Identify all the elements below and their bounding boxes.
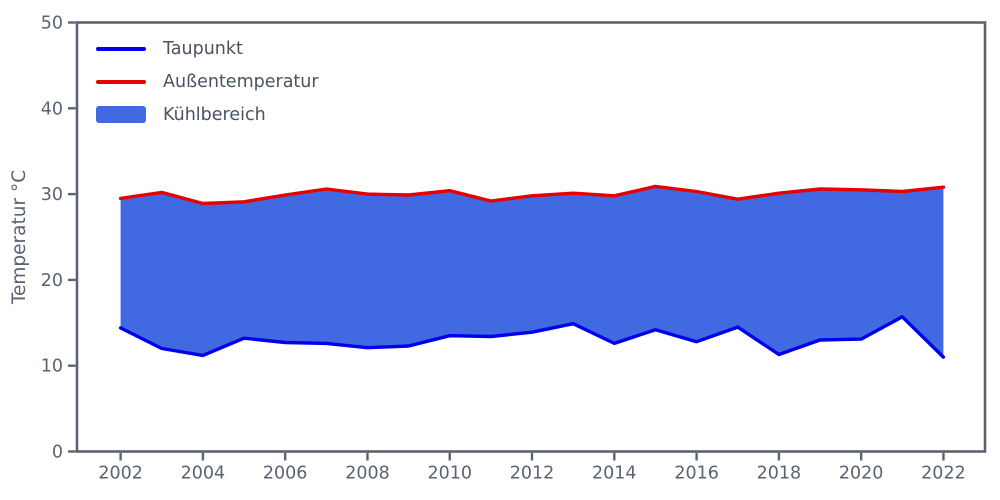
y-tick-label: 20 bbox=[41, 271, 63, 291]
y-tick-label: 0 bbox=[52, 443, 63, 463]
x-tick-label: 2016 bbox=[674, 464, 719, 484]
legend-label-kuehlbereich: Kühlbereich bbox=[163, 104, 266, 125]
x-tick-label: 2004 bbox=[181, 464, 226, 484]
axis-ticks: 2002 2004 2006 2008 2010 2012 2014 2016 2018 2020… bbox=[41, 14, 966, 484]
legend-label-aussentemperatur: Außentemperatur bbox=[163, 71, 319, 92]
x-tick-label: 2014 bbox=[592, 464, 637, 484]
plot-border bbox=[75, 21, 987, 453]
legend-item-taupunkt: Taupunkt bbox=[96, 38, 319, 59]
x-tick-label: 2002 bbox=[98, 464, 143, 484]
legend: Taupunkt Außentemperatur Kühlbereich bbox=[96, 38, 319, 125]
x-tick-label: 2022 bbox=[921, 464, 966, 484]
y-tick-label: 50 bbox=[41, 14, 63, 34]
dewpoint-line bbox=[118, 315, 946, 359]
x-tick-label: 2012 bbox=[510, 464, 555, 484]
legend-item-kuehlbereich: Kühlbereich bbox=[96, 104, 319, 125]
cooling-area-fill bbox=[120, 186, 944, 358]
dewpoint-line-swatch bbox=[96, 46, 146, 51]
y-tick-label: 10 bbox=[41, 357, 63, 377]
y-axis-label: Temperatur °C bbox=[9, 170, 30, 305]
legend-item-aussentemperatur: Außentemperatur bbox=[96, 71, 319, 92]
outside-temperature-line bbox=[118, 184, 946, 206]
y-tick-label: 40 bbox=[41, 99, 63, 119]
x-tick-label: 2008 bbox=[345, 464, 390, 484]
x-tick-label: 2006 bbox=[263, 464, 308, 484]
y-tick-label: 30 bbox=[41, 185, 63, 205]
x-tick-label: 2020 bbox=[839, 464, 884, 484]
outside-temperature-line-swatch bbox=[96, 79, 146, 84]
legend-label-taupunkt: Taupunkt bbox=[163, 38, 243, 59]
x-tick-label: 2010 bbox=[427, 464, 472, 484]
x-tick-label: 2018 bbox=[757, 464, 802, 484]
cooling-area-swatch bbox=[96, 106, 146, 123]
